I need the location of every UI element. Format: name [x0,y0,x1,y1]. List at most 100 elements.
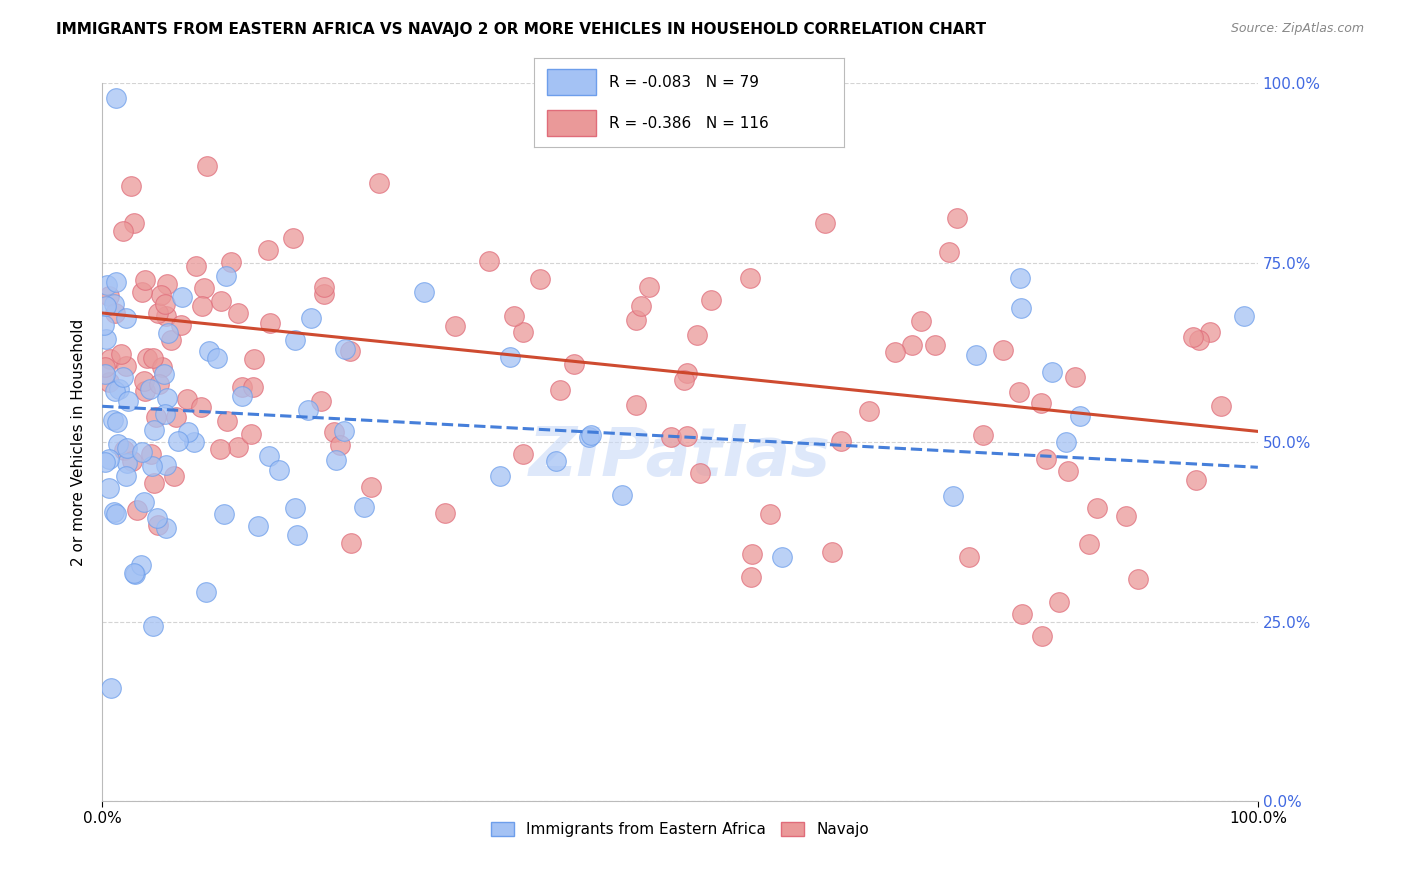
Point [117,394,139,409]
Point [134,495,156,509]
Point [186,259,208,273]
Point [155,310,177,324]
Point [142,619,165,633]
Point [153,296,176,310]
Point [138,382,160,396]
Point [156,326,179,341]
Point [1011,607,1033,622]
Text: R = -0.083   N = 79: R = -0.083 N = 79 [609,75,758,89]
Text: R = -0.386   N = 116: R = -0.386 N = 116 [609,116,768,130]
Point [1078,537,1101,551]
Point [226,440,249,454]
Point [686,328,709,343]
Point [738,271,761,285]
Point [1007,384,1029,399]
Point [105,275,128,289]
Point [610,487,633,501]
Point [884,345,907,359]
Point [146,511,169,525]
Point [499,350,522,364]
Point [145,409,167,424]
Point [700,293,723,307]
Point [146,306,169,320]
Point [142,475,165,490]
Point [134,384,156,398]
Point [257,449,280,463]
Point [194,585,217,599]
Point [325,452,347,467]
Point [96,277,118,292]
Point [257,244,280,258]
Point [98,452,121,467]
Point [413,285,436,299]
Point [759,507,782,521]
Point [155,277,177,291]
Point [1008,270,1031,285]
Point [155,458,177,472]
Point [155,521,177,535]
Point [121,453,143,467]
Point [333,343,356,357]
Point [578,430,600,444]
Point [529,272,551,286]
Legend: Immigrants from Eastern Africa, Navajo: Immigrants from Eastern Africa, Navajo [485,816,875,844]
Point [333,424,356,438]
Point [638,279,661,293]
Point [676,429,699,443]
Point [1010,301,1032,315]
Point [433,506,456,520]
Point [115,311,138,326]
Point [281,231,304,245]
Point [1115,509,1137,524]
Point [821,544,844,558]
Point [548,383,571,397]
Text: IMMIGRANTS FROM EASTERN AFRICA VS NAVAJO 2 OR MORE VEHICLES IN HOUSEHOLD CORRELA: IMMIGRANTS FROM EASTERN AFRICA VS NAVAJO… [56,22,987,37]
Point [676,366,699,380]
Point [219,254,242,268]
Point [1085,500,1108,515]
Point [153,367,176,381]
Point [478,254,501,268]
Point [965,348,987,362]
Point [142,351,165,366]
Point [209,293,232,308]
Point [98,375,121,389]
Point [131,558,153,573]
Point [284,500,307,515]
Point [93,360,115,375]
Point [146,517,169,532]
Point [103,297,125,311]
Point [247,518,270,533]
Point [122,216,145,230]
Point [226,306,249,320]
Point [141,459,163,474]
Point [107,436,129,450]
Point [830,434,852,448]
Point [1064,370,1087,384]
Point [159,333,181,347]
Point [131,445,153,459]
Point [176,425,198,439]
Point [94,299,117,313]
Point [624,313,647,327]
Point [858,404,880,418]
Point [240,426,263,441]
Point [299,310,322,325]
Point [444,319,467,334]
Point [117,442,139,456]
Point [142,423,165,437]
Point [489,468,512,483]
Point [946,211,969,225]
Point [190,400,212,414]
Point [172,290,194,304]
Point [198,343,221,358]
Point [624,398,647,412]
Point [957,550,980,565]
Point [208,442,231,457]
Text: ZIPatlas: ZIPatlas [529,424,831,490]
Point [339,343,361,358]
Point [285,528,308,542]
Point [115,469,138,483]
Point [1182,330,1205,344]
Point [1035,451,1057,466]
